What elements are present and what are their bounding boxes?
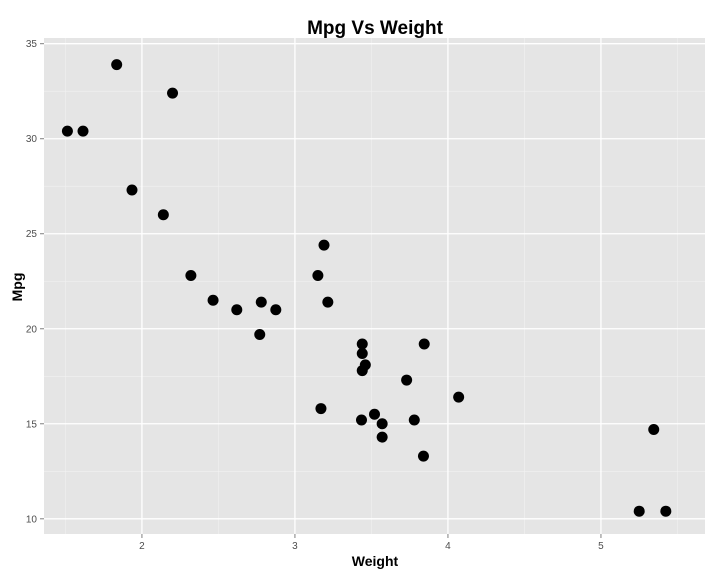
- data-point: [376, 418, 388, 430]
- data-point: [660, 505, 672, 517]
- x-tick-label: 3: [292, 541, 298, 552]
- data-point: [312, 270, 324, 282]
- data-point: [369, 408, 380, 420]
- data-point: [157, 209, 169, 221]
- y-tick-label: 10: [26, 514, 38, 525]
- data-point: [167, 87, 179, 99]
- data-point: [61, 125, 73, 137]
- y-tick-label: 35: [26, 39, 38, 50]
- data-point: [418, 338, 430, 350]
- data-point: [270, 304, 282, 316]
- data-point: [401, 374, 413, 386]
- data-point: [356, 365, 368, 377]
- y-tick-label: 20: [26, 324, 38, 335]
- data-point: [126, 184, 138, 196]
- data-point: [322, 296, 334, 308]
- data-point: [356, 338, 368, 350]
- x-tick-label: 5: [598, 541, 604, 552]
- data-point: [185, 270, 197, 282]
- x-tick-label: 2: [139, 541, 145, 552]
- major-gridlines: [44, 38, 705, 534]
- data-point: [111, 59, 123, 71]
- data-point: [355, 414, 367, 426]
- data-point: [376, 431, 388, 443]
- data-point: [315, 403, 327, 415]
- data-point: [633, 505, 645, 517]
- data-point: [408, 414, 420, 426]
- data-point: [417, 450, 429, 462]
- chart-title: Mpg Vs Weight: [307, 18, 443, 39]
- data-point: [207, 294, 219, 306]
- data-point: [453, 391, 465, 403]
- data-point: [254, 328, 266, 340]
- data-point: [318, 239, 330, 251]
- data-point: [648, 423, 660, 435]
- data-point: [356, 347, 368, 359]
- data-point: [255, 296, 267, 308]
- axis-ticks: [40, 43, 602, 538]
- y-tick-label: 25: [26, 229, 38, 240]
- data-point: [77, 125, 89, 137]
- y-axis-title: Mpg: [9, 273, 25, 302]
- x-tick-label: 4: [445, 541, 451, 552]
- plot-panel: [44, 38, 705, 534]
- x-axis-title: Weight: [352, 553, 399, 569]
- minor-gridlines: [44, 38, 705, 534]
- data-points: [61, 59, 672, 517]
- data-point: [231, 304, 243, 316]
- y-tick-label: 30: [26, 134, 38, 145]
- tick-labels: 2 3 4 5 10 15 20 25 30 35: [26, 39, 604, 552]
- y-tick-label: 15: [26, 419, 38, 430]
